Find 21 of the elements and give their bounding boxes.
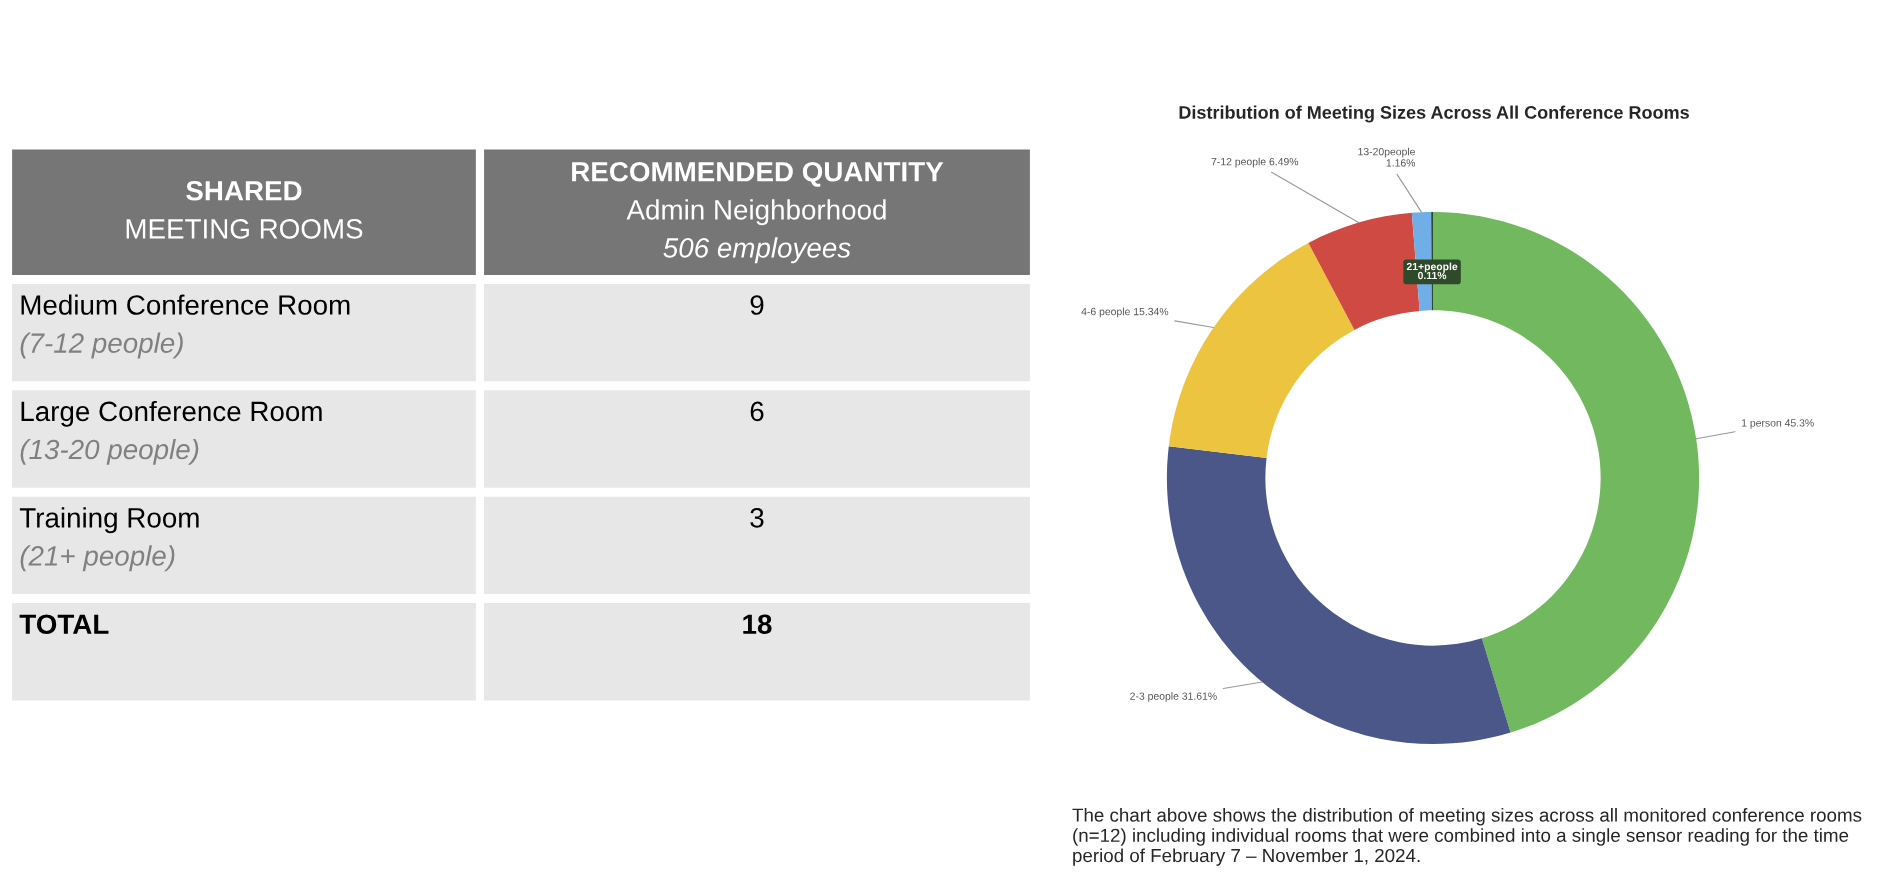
- slice-label: 21+people: [1406, 262, 1458, 273]
- slice-label: 1 person 45.3%: [1741, 419, 1814, 429]
- text: SHARED MEETING ROOMS: [126, 180, 363, 239]
- text: Medium Conference Room (7-12 people): [20, 294, 350, 359]
- text: 9: [750, 295, 764, 315]
- text: 3: [750, 507, 764, 528]
- text: 6: [750, 401, 764, 422]
- slice-label: 2-3 people 31.61%: [1130, 692, 1217, 702]
- data-label: 0.11%: [1418, 271, 1447, 280]
- slice-label: 7-12 people 6.49%: [1211, 157, 1299, 168]
- slice-label: 4-6 people 15.34%: [1081, 307, 1169, 318]
- text: RECOMMENDED QUANTITY Admin Neighborhood 506 employees: [572, 161, 944, 264]
- text: The chart above shows the distribution of meeting sizes across all monitored conference rooms (n=12) including individual rooms that were combined into a single sensor reading for the time period of February 7 – November 1, 2024.: [1072, 808, 1862, 866]
- text: Training Room (21+ people): [19, 507, 199, 572]
- text: 18: [743, 614, 772, 635]
- data-label: 1.16%: [1386, 159, 1416, 167]
- donut-slice: [1168, 242, 1355, 459]
- slice-label: 13-20people: [1358, 147, 1416, 158]
- chart-title: Distribution of Meeting Sizes Across All Conference Rooms: [1179, 105, 1689, 123]
- text: TOTAL: [19, 614, 109, 635]
- text: Large Conference Room (13-20 people): [20, 400, 322, 465]
